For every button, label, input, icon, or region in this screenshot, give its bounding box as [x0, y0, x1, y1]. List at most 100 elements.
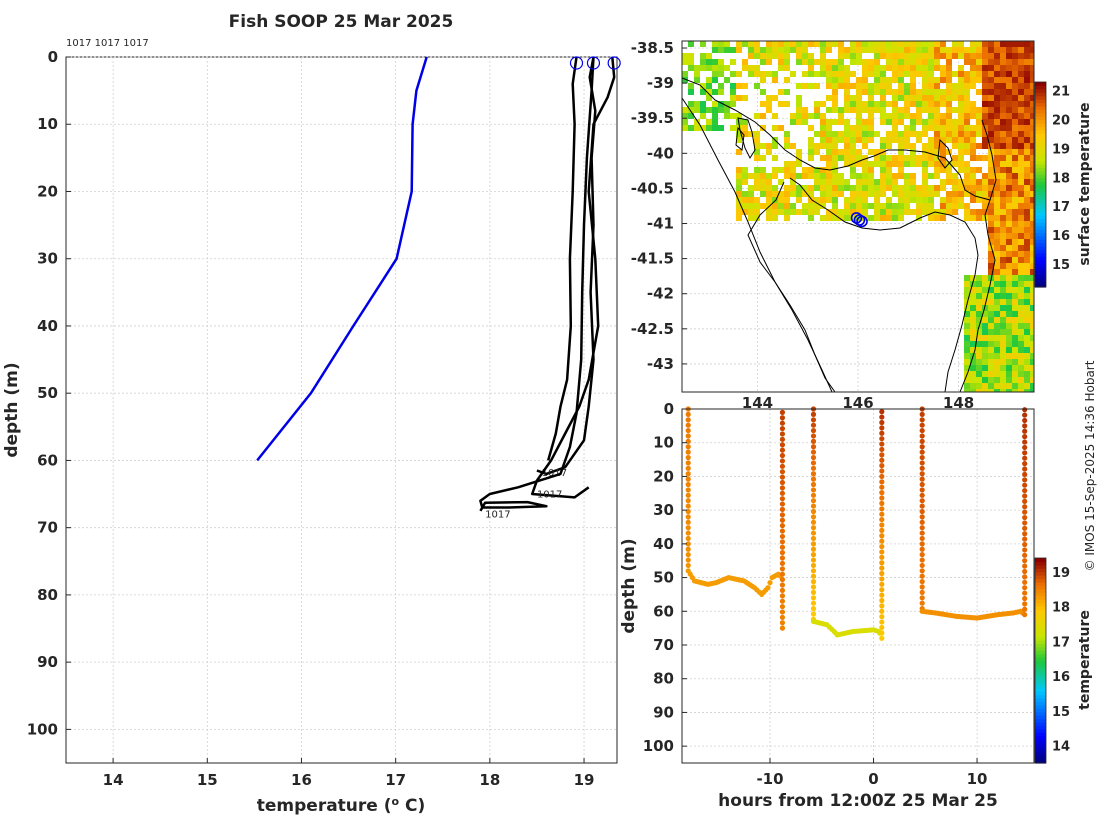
- sst-pixel: [934, 89, 940, 95]
- map-y-tick-label: -41: [647, 215, 674, 233]
- sst-pixel: [970, 299, 976, 305]
- sst-pixel: [838, 149, 844, 155]
- sst-pixel: [994, 269, 1000, 275]
- sst-pixel: [1024, 161, 1030, 167]
- sst-pixel: [1006, 209, 1012, 215]
- sst-pixel: [976, 317, 982, 323]
- sst-pixel: [1024, 389, 1030, 392]
- sst-pixel: [1012, 263, 1018, 269]
- sst-pixel: [820, 71, 826, 77]
- sst-pixel: [904, 125, 910, 131]
- sst-pixel: [1018, 269, 1024, 275]
- timeseries-point: [685, 449, 691, 455]
- sst-pixel: [994, 377, 1000, 383]
- sst-pixel: [958, 65, 964, 71]
- sst-pixel: [820, 167, 826, 173]
- sst-pixel: [904, 155, 910, 161]
- sst-pixel: [1024, 359, 1030, 365]
- sst-pixel: [1030, 209, 1034, 215]
- sst-pixel: [928, 185, 934, 191]
- map-y-tick-label: -38.5: [631, 39, 674, 57]
- sst-pixel: [922, 89, 928, 95]
- sst-pixel: [952, 71, 958, 77]
- sst-pixel: [976, 275, 982, 281]
- timeseries-colorbar-swatch: [1035, 602, 1046, 607]
- map-colorbar-swatch: [1035, 259, 1046, 264]
- timeseries-point: [810, 417, 817, 423]
- sst-pixel: [712, 107, 718, 113]
- sst-pixel: [748, 197, 754, 203]
- map-colorbar-swatch: [1035, 198, 1046, 203]
- sst-pixel: [802, 119, 808, 125]
- sst-pixel: [760, 77, 766, 83]
- timeseries-point: [810, 460, 817, 466]
- map-colorbar-swatch: [1035, 102, 1046, 107]
- sst-pixel: [988, 119, 994, 125]
- sst-pixel: [982, 101, 988, 107]
- sst-pixel: [976, 347, 982, 353]
- map-colorbar-swatch: [1035, 276, 1046, 281]
- sst-pixel: [772, 125, 778, 131]
- timeseries-point: [879, 436, 885, 442]
- sst-pixel: [862, 179, 868, 185]
- sst-pixel: [1000, 101, 1006, 107]
- sst-pixel: [922, 191, 928, 197]
- sst-pixel: [862, 77, 868, 83]
- timeseries-point: [879, 624, 885, 631]
- sst-pixel: [964, 275, 970, 281]
- timeseries-colorbar-swatch: [1035, 670, 1046, 675]
- sst-pixel: [964, 47, 970, 53]
- map-y-tick-label: -40: [647, 144, 674, 162]
- sst-pixel: [1012, 107, 1018, 113]
- map-y-tick-label: -42: [647, 285, 674, 303]
- sst-pixel: [994, 113, 1000, 119]
- sst-pixel: [994, 53, 1000, 59]
- sst-pixel: [970, 47, 976, 53]
- sst-pixel: [808, 53, 814, 59]
- sst-pixel: [910, 41, 916, 47]
- sst-pixel: [1006, 377, 1012, 383]
- timeseries-point: [919, 519, 925, 525]
- sst-pixel: [874, 47, 880, 53]
- timeseries-point: [779, 593, 786, 599]
- timeseries-point: [810, 546, 817, 552]
- sst-pixel: [928, 113, 934, 119]
- sst-pixel: [868, 41, 874, 47]
- sst-pixel: [838, 179, 844, 185]
- sst-pixel: [958, 77, 964, 83]
- sst-pixel: [898, 71, 904, 77]
- sst-pixel: [1012, 239, 1018, 245]
- sst-pixel: [1030, 311, 1034, 317]
- sst-pixel: [958, 131, 964, 137]
- sst-pixel: [862, 71, 868, 77]
- sst-pixel: [880, 119, 886, 125]
- sst-pixel: [850, 173, 856, 179]
- timeseries-point: [919, 600, 925, 606]
- sst-pixel: [736, 95, 742, 101]
- sst-pixel: [850, 71, 856, 77]
- sst-pixel: [922, 101, 928, 107]
- sst-pixel: [754, 209, 760, 215]
- timeseries-point: [879, 457, 885, 463]
- sst-pixel: [796, 83, 802, 89]
- sst-pixel: [934, 113, 940, 119]
- sst-pixel: [1018, 299, 1024, 305]
- sst-pixel: [1024, 215, 1030, 221]
- sst-pixel: [1024, 383, 1030, 389]
- sst-pixel: [970, 305, 976, 311]
- sst-pixel: [1006, 227, 1012, 233]
- sst-pixel: [712, 77, 718, 83]
- sst-pixel: [946, 125, 952, 131]
- sst-pixel: [886, 167, 892, 173]
- timeseries-point: [879, 597, 885, 604]
- map-y-tick-label: -41.5: [631, 250, 674, 268]
- sst-pixel: [1018, 287, 1024, 293]
- sst-pixel: [928, 59, 934, 65]
- sst-pixel: [922, 107, 928, 113]
- map-colorbar-swatch: [1035, 109, 1046, 114]
- sst-pixel: [976, 353, 982, 359]
- sst-pixel: [886, 215, 892, 221]
- sst-pixel: [796, 113, 802, 119]
- sst-pixel: [994, 209, 1000, 215]
